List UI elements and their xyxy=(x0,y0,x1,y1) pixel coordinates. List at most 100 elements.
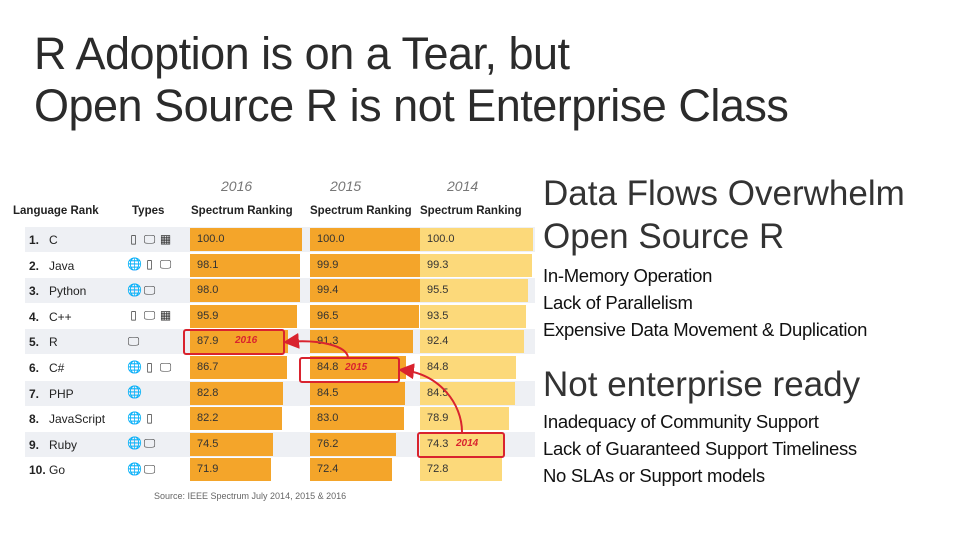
row-types: 🌐 ▯ xyxy=(127,410,156,426)
row-language: C xyxy=(49,233,58,247)
list-item: Expensive Data Movement & Duplication xyxy=(543,319,868,340)
ranking-table: 2016 2015 2014 Language Rank Types Spect… xyxy=(10,174,535,534)
row-types: 🌐 🖵 xyxy=(127,461,156,477)
desktop-icon: 🖵 xyxy=(159,359,172,374)
desktop-icon: 🖵 xyxy=(127,333,140,348)
row-rank-language: 7. PHP xyxy=(29,387,74,401)
arrow-2014-to-2015 xyxy=(398,363,463,433)
table-row: 8. JavaScript 🌐 ▯ 82.2 83.0 78.9 xyxy=(25,406,535,431)
bar-2016: 82.8 xyxy=(190,381,283,405)
bar-2014: 74.3 xyxy=(420,432,504,456)
table-row: 7. PHP 🌐 82.8 84.5 84.5 xyxy=(25,380,535,406)
bar-2015: 84.5 xyxy=(310,381,406,405)
slide-title: R Adoption is on a Tear, but Open Source… xyxy=(34,28,789,132)
desktop-icon: 🖵 xyxy=(143,308,156,323)
table-row: 5. R 🖵 87.9 91.3 92.4 xyxy=(25,329,535,355)
table-row: 9. Ruby 🌐 🖵 74.5 76.2 74.3 xyxy=(25,431,535,457)
bar-2016: 74.5 xyxy=(190,432,274,456)
highlight-label-2015: 2015 xyxy=(345,362,368,373)
heading-data-flows-line-2: Open Source R xyxy=(543,217,785,256)
header-language-rank: Language Rank xyxy=(13,205,99,217)
bar-2016: 100.0 xyxy=(190,228,302,251)
row-language: C# xyxy=(49,361,65,375)
bar-2014: 84.8 xyxy=(420,356,516,379)
bar-2014: 84.5 xyxy=(420,381,516,405)
list-item: In-Memory Operation xyxy=(543,265,713,286)
globe-icon: 🌐 xyxy=(127,282,142,297)
title-line-1: R Adoption is on a Tear, but xyxy=(34,28,570,79)
row-rank-language: 3. Python xyxy=(29,284,86,298)
list-item: No SLAs or Support models xyxy=(543,465,765,486)
mobile-icon: ▯ xyxy=(146,410,153,425)
row-types: 🌐 ▯ 🖵 xyxy=(127,257,172,273)
row-types: 🌐 🖵 xyxy=(127,436,156,452)
bar-2015: 100.0 xyxy=(310,228,423,251)
bar-2014: 93.5 xyxy=(420,304,526,328)
row-language: Java xyxy=(49,258,75,273)
right-column: Data Flows Overwhelm Open Source R In-Me… xyxy=(543,172,973,489)
row-language: JavaScript xyxy=(49,412,106,427)
table-row: 3. Python 🌐 🖵 98.0 99.4 95.5 xyxy=(25,278,535,304)
heading-data-flows-line-1: Data Flows Overwhelm xyxy=(543,174,905,213)
bar-2016: 82.2 xyxy=(190,407,283,431)
row-types: ▯ 🖵 ▦ xyxy=(127,308,172,324)
row-language: R xyxy=(49,335,58,350)
source-caption: Source: IEEE Spectrum July 2014, 2015 & … xyxy=(154,491,347,501)
row-rank: 7. xyxy=(29,386,40,401)
row-types: 🌐 ▯ 🖵 xyxy=(127,359,172,375)
row-rank-language: 9. Ruby xyxy=(29,438,77,452)
row-language: C++ xyxy=(49,309,72,324)
globe-icon: 🌐 xyxy=(127,461,142,476)
bar-2016: 98.1 xyxy=(190,253,300,277)
year-2014-label: 2014 xyxy=(447,178,479,194)
row-rank-language: 2. Java xyxy=(29,259,74,273)
row-language: Python xyxy=(49,284,87,299)
table-row: 1. C ▯ 🖵 ▦ 100.0 100.0 100.0 xyxy=(25,227,535,252)
row-rank: 3. xyxy=(29,284,40,299)
bar-2015: 76.2 xyxy=(310,432,397,456)
row-rank: 4. xyxy=(29,309,40,324)
table-row: 6. C# 🌐 ▯ 🖵 86.7 84.8 84.8 xyxy=(25,355,535,380)
bar-2015: 96.5 xyxy=(310,304,420,328)
row-types: 🌐 🖵 xyxy=(127,282,156,298)
row-rank: 1. xyxy=(29,233,40,247)
bar-2014: 78.9 xyxy=(420,407,510,431)
highlight-box-2014 xyxy=(417,432,505,458)
row-types: 🌐 xyxy=(127,385,142,401)
desktop-icon: 🖵 xyxy=(143,231,156,246)
bar-2016: 87.9 xyxy=(190,330,289,354)
header-ranking-2014: Spectrum Ranking xyxy=(420,205,522,217)
bar-2014: 92.4 xyxy=(420,330,525,354)
mobile-icon: ▯ xyxy=(146,257,153,272)
bar-2015: 99.9 xyxy=(310,253,423,277)
header-ranking-2015: Spectrum Ranking xyxy=(310,205,412,217)
desktop-icon: 🖵 xyxy=(143,436,156,451)
table-row: 10. Go 🌐 🖵 71.9 72.4 72.8 xyxy=(25,457,535,482)
list-item: Inadequacy of Community Support xyxy=(543,411,819,432)
table-row: 4. C++ ▯ 🖵 ▦ 95.9 96.5 93.5 xyxy=(25,304,535,329)
row-rank: 8. xyxy=(29,412,40,427)
heading-not-enterprise-ready: Not enterprise ready xyxy=(543,365,861,404)
bar-2015: 99.4 xyxy=(310,279,423,303)
row-rank-language: 8. JavaScript xyxy=(29,412,105,426)
bar-2016: 86.7 xyxy=(190,356,288,379)
highlight-label-2014: 2014 xyxy=(456,438,479,449)
bar-2014: 99.3 xyxy=(420,253,533,277)
desktop-icon: 🖵 xyxy=(159,257,172,272)
desktop-icon: 🖵 xyxy=(143,461,156,476)
list-item: Lack of Guaranteed Support Timeliness xyxy=(543,438,857,459)
trend-arrows xyxy=(283,332,463,433)
row-rank-language: 10. Go xyxy=(29,463,65,477)
mobile-icon: ▯ xyxy=(130,231,137,246)
globe-icon: 🌐 xyxy=(127,436,142,451)
bar-2015: 84.8 xyxy=(310,356,406,379)
row-rank-language: 6. C# xyxy=(29,361,64,375)
desktop-icon: 🖵 xyxy=(143,282,156,297)
row-language: Go xyxy=(49,463,66,478)
header-ranking-2016: Spectrum Ranking xyxy=(191,205,293,217)
row-rank: 9. xyxy=(29,437,40,452)
globe-icon: 🌐 xyxy=(127,385,142,400)
mobile-icon: ▯ xyxy=(130,308,137,323)
chip-icon: ▦ xyxy=(159,308,172,323)
row-rank: 5. xyxy=(29,335,40,350)
